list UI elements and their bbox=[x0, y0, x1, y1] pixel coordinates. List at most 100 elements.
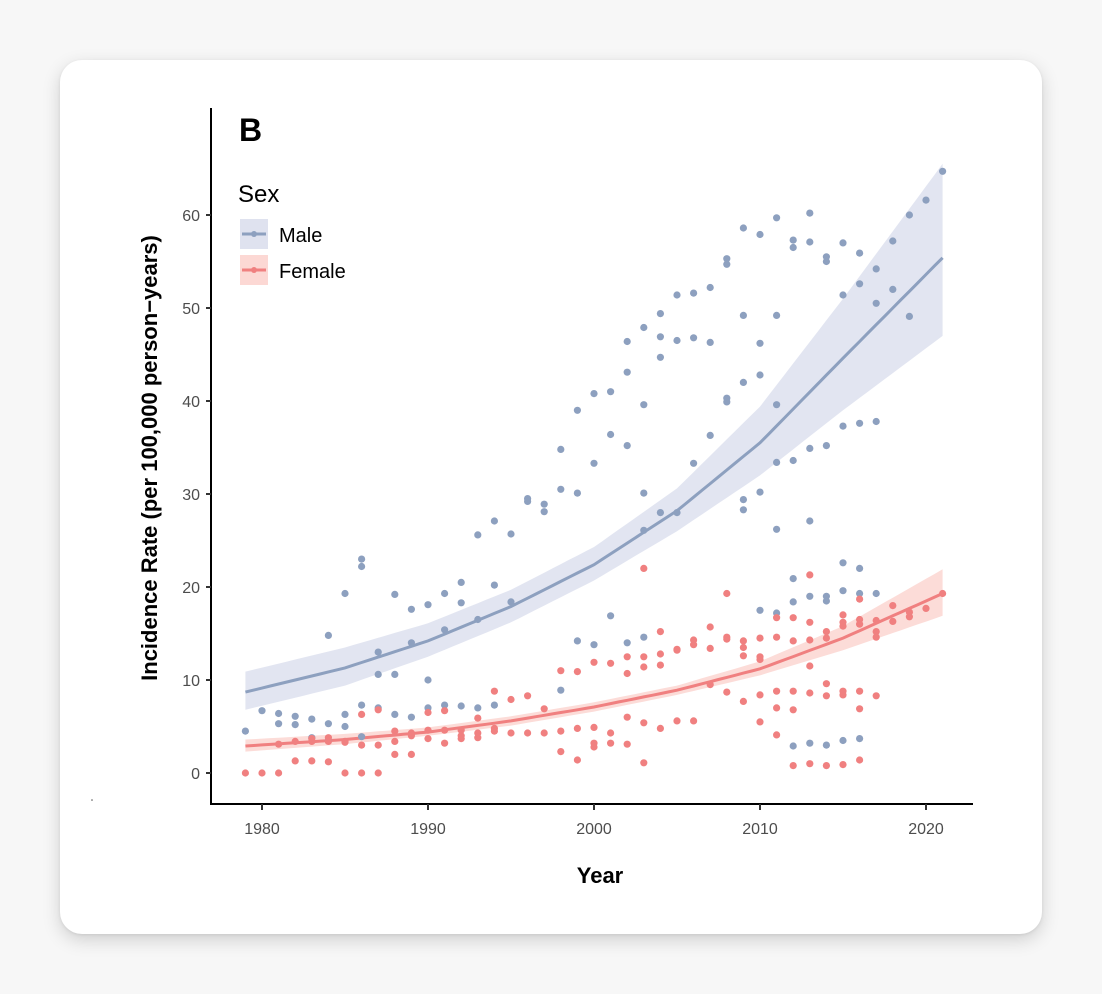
data-point-male bbox=[590, 390, 598, 398]
data-point-female bbox=[939, 589, 947, 598]
data-point-male bbox=[872, 417, 880, 426]
data-point-female bbox=[524, 692, 532, 700]
data-point-female bbox=[839, 611, 847, 619]
data-point-female bbox=[623, 740, 631, 748]
data-point-male bbox=[673, 508, 681, 517]
data-point-male bbox=[856, 249, 864, 257]
data-point-male bbox=[739, 378, 748, 386]
data-point-male bbox=[524, 497, 532, 505]
data-point-male bbox=[391, 670, 399, 679]
data-point-female bbox=[773, 731, 781, 739]
data-point-male bbox=[656, 310, 665, 318]
data-point-male bbox=[607, 612, 615, 620]
x-tick-label: 1980 bbox=[244, 821, 280, 838]
data-point-male bbox=[540, 508, 548, 516]
data-point-female bbox=[374, 706, 382, 714]
data-point-female bbox=[872, 692, 880, 700]
data-point-male bbox=[889, 285, 897, 293]
data-point-female bbox=[856, 620, 864, 628]
data-point-female bbox=[490, 727, 498, 735]
y-tick-label: 20 bbox=[182, 580, 200, 597]
data-point-male bbox=[822, 741, 831, 749]
data-point-male bbox=[640, 401, 648, 409]
data-point-female bbox=[241, 769, 249, 777]
data-point-female bbox=[623, 669, 631, 678]
data-point-female bbox=[872, 616, 880, 625]
data-point-male bbox=[706, 283, 714, 292]
data-point-female bbox=[358, 769, 366, 777]
data-point-female bbox=[856, 705, 864, 713]
data-point-male bbox=[623, 337, 631, 346]
data-point-female bbox=[275, 740, 283, 748]
data-point-female bbox=[789, 614, 797, 622]
data-point-male bbox=[856, 419, 864, 427]
data-point-female bbox=[573, 756, 582, 764]
y-axis-title: Incidence Rate (per 100,000 person−years… bbox=[137, 235, 162, 681]
data-point-male bbox=[441, 589, 449, 598]
data-point-female bbox=[789, 706, 797, 714]
data-point-female bbox=[839, 761, 847, 769]
data-point-male bbox=[773, 525, 781, 533]
data-point-male bbox=[557, 445, 565, 453]
data-point-male bbox=[275, 709, 283, 718]
data-point-male bbox=[939, 167, 947, 175]
data-point-female bbox=[773, 687, 781, 695]
data-point-male bbox=[905, 211, 914, 219]
data-point-male bbox=[789, 575, 797, 583]
data-point-female bbox=[391, 727, 399, 735]
data-point-female bbox=[905, 613, 914, 621]
data-point-male bbox=[358, 562, 366, 571]
data-point-female bbox=[640, 663, 648, 671]
data-point-female bbox=[706, 681, 714, 689]
data-point-female bbox=[640, 564, 648, 573]
x-ticks: 1980 1990 2000 2010 2020 bbox=[244, 804, 944, 838]
data-point-female bbox=[640, 653, 648, 661]
data-point-male bbox=[557, 485, 565, 493]
data-point-male bbox=[291, 721, 299, 729]
data-point-male bbox=[806, 592, 814, 600]
data-point-male bbox=[773, 401, 781, 409]
data-point-female bbox=[806, 760, 814, 768]
data-point-female bbox=[341, 769, 349, 777]
x-axis-title: Year bbox=[577, 863, 624, 888]
data-point-female bbox=[789, 762, 797, 770]
data-point-female bbox=[656, 661, 665, 669]
data-point-female bbox=[607, 659, 615, 667]
data-point-male bbox=[789, 456, 797, 465]
data-point-male bbox=[391, 710, 399, 719]
data-point-male bbox=[839, 736, 847, 745]
data-point-female bbox=[723, 633, 731, 641]
data-point-male bbox=[490, 701, 498, 709]
data-point-male bbox=[573, 637, 582, 645]
data-point-male bbox=[673, 291, 681, 299]
y-tick-label: 60 bbox=[182, 208, 200, 225]
data-point-female bbox=[540, 729, 548, 737]
data-point-male bbox=[756, 230, 764, 239]
data-point-female bbox=[424, 735, 432, 743]
data-point-female bbox=[806, 662, 814, 670]
data-point-female bbox=[806, 571, 814, 579]
data-point-female bbox=[358, 741, 366, 749]
data-point-female bbox=[773, 614, 781, 622]
data-point-male bbox=[690, 334, 698, 342]
data-point-male bbox=[872, 589, 880, 598]
chart-card bbox=[60, 60, 1042, 934]
data-point-male bbox=[739, 506, 748, 514]
data-point-male bbox=[474, 531, 482, 539]
data-point-female bbox=[424, 708, 432, 717]
data-point-female bbox=[690, 641, 698, 649]
data-point-female bbox=[507, 695, 515, 704]
data-point-female bbox=[557, 748, 565, 756]
data-point-female bbox=[424, 726, 432, 734]
data-point-male bbox=[806, 739, 814, 747]
data-point-female bbox=[291, 737, 299, 746]
data-point-male bbox=[822, 257, 831, 266]
y-tick-label: 30 bbox=[182, 487, 200, 504]
data-point-female bbox=[308, 757, 316, 765]
data-point-female bbox=[789, 637, 797, 645]
data-point-female bbox=[590, 658, 598, 666]
data-point-male bbox=[806, 444, 814, 452]
data-point-male bbox=[507, 598, 515, 606]
data-point-male bbox=[457, 702, 465, 710]
